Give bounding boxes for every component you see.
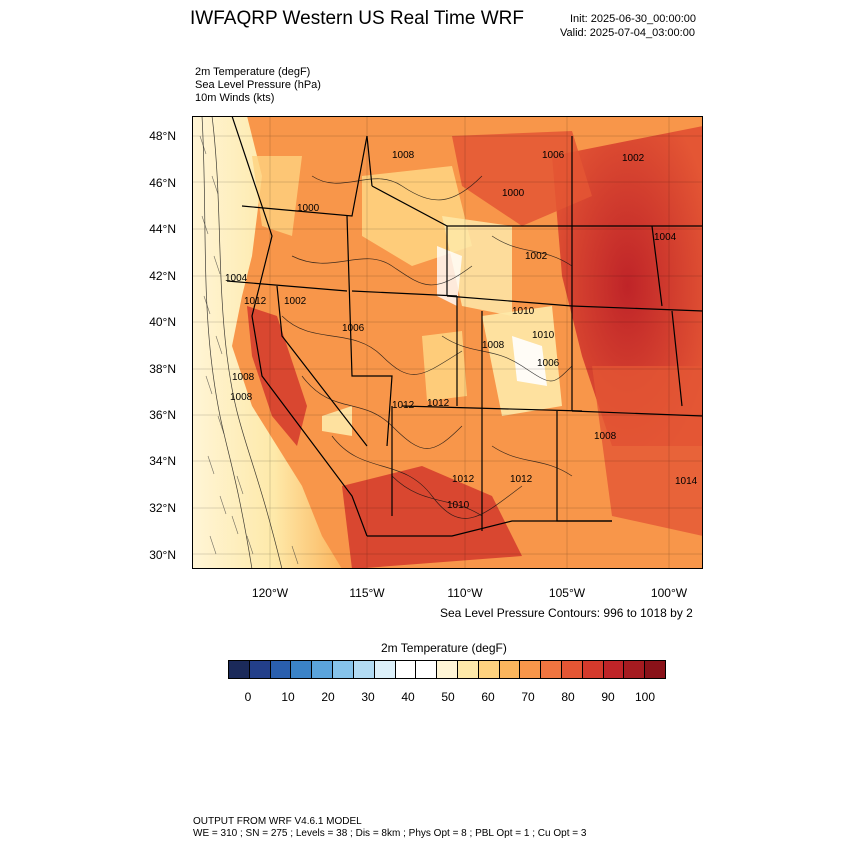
init-time: Init: 2025-06-30_00:00:00	[570, 13, 696, 25]
colorbar-swatch	[477, 661, 499, 678]
lat-label: 42°N	[149, 269, 176, 283]
colorbar-swatch	[519, 661, 541, 678]
lat-label: 40°N	[149, 315, 176, 329]
colorbar-label: 100	[634, 690, 656, 704]
isobar-label: 1012	[427, 398, 450, 409]
colorbar-swatch	[561, 661, 582, 678]
colorbar-swatch	[352, 661, 374, 678]
colorbar-label: 10	[281, 690, 295, 704]
lon-label: 115°W	[349, 586, 385, 600]
colorbar-label: 70	[521, 690, 535, 704]
isobar-label: 1008	[392, 150, 415, 161]
footer-model: OUTPUT FROM WRF V4.6.1 MODEL	[193, 816, 362, 827]
lat-label: 46°N	[149, 176, 176, 190]
contour-note: Sea Level Pressure Contours: 996 to 1018…	[440, 606, 693, 620]
colorbar-swatch	[332, 661, 353, 678]
isobar-label: 1010	[512, 306, 535, 317]
isobar-label: 1008	[594, 431, 617, 442]
footer-config: WE = 310 ; SN = 275 ; Levels = 38 ; Dis …	[193, 828, 587, 839]
temperature-map: 1008 1006 1002 1000 1000 1004 1002 1004 …	[192, 116, 703, 569]
isobar-label: 1004	[225, 273, 248, 284]
isobar-label: 1002	[525, 251, 548, 262]
colorbar-label: 20	[321, 690, 335, 704]
lat-label: 44°N	[149, 222, 176, 236]
colorbar-swatch	[540, 661, 561, 678]
isobar-label: 1012	[244, 296, 267, 307]
isobar-label: 1004	[654, 232, 677, 243]
colorbar-swatch	[644, 661, 666, 678]
isobar-label: 1010	[447, 500, 470, 511]
colorbar-label: 80	[561, 690, 575, 704]
colorbar-swatch	[602, 661, 624, 678]
texas-warm-area	[592, 366, 703, 536]
lon-label: 105°W	[548, 586, 586, 600]
isobar-label: 1006	[342, 323, 365, 334]
lat-label: 32°N	[149, 501, 176, 515]
lat-label: 34°N	[149, 454, 176, 468]
isobar-label: 1002	[284, 296, 307, 307]
field-pressure: Sea Level Pressure (hPa)	[195, 79, 321, 91]
sierra-cool	[322, 406, 352, 436]
wyoming-mountain-cool	[442, 216, 512, 316]
colorbar-swatch	[311, 661, 333, 678]
isobar-label: 1014	[675, 476, 698, 487]
colorbar-label: 50	[441, 690, 455, 704]
field-winds: 10m Winds (kts)	[195, 92, 275, 104]
map-title: IWFAQRP Western US Real Time WRF	[190, 8, 524, 29]
lat-label: 36°N	[149, 408, 176, 422]
colorbar-swatch	[394, 661, 416, 678]
isobar-label: 1012	[392, 400, 415, 411]
colorbar-title: 2m Temperature (degF)	[381, 641, 507, 655]
colorbar-swatch	[581, 661, 603, 678]
utah-plateau	[422, 331, 467, 401]
montana-warm-area	[452, 131, 592, 226]
colorado-peaks-white	[512, 336, 547, 386]
lon-label: 110°W	[447, 586, 483, 600]
coastline	[231, 116, 368, 537]
lat-label: 30°N	[149, 548, 176, 562]
colorbar-swatch	[373, 661, 395, 678]
map-frame	[192, 116, 703, 569]
lat-label: 48°N	[149, 129, 176, 143]
isobar-label: 1010	[532, 330, 555, 341]
colorbar-swatch	[290, 661, 312, 678]
colorbar-label: 40	[401, 690, 415, 704]
colorbar-swatch	[456, 661, 478, 678]
isobar-label: 1008	[232, 372, 255, 383]
colorbar-label: 30	[361, 690, 375, 704]
colorbar-label: 90	[601, 690, 615, 704]
isobar-label: 1012	[510, 474, 533, 485]
colorbar-label: 0	[244, 690, 252, 704]
isobar-label: 1008	[230, 392, 253, 403]
wind-river-peaks-white	[437, 246, 462, 306]
idaho-mountain-cool	[362, 166, 472, 266]
isobar-label: 1000	[297, 203, 320, 214]
colorbar-swatch	[498, 661, 520, 678]
colorbar-swatch	[248, 661, 270, 678]
isobar-label: 1006	[542, 150, 565, 161]
lon-label: 100°W	[650, 586, 688, 600]
isobar-label: 1002	[622, 153, 645, 164]
colorbar-swatch	[436, 661, 457, 678]
isobar-label: 1008	[482, 340, 505, 351]
field-temperature: 2m Temperature (degF)	[195, 66, 311, 78]
cascades-cool	[252, 156, 302, 236]
isobar-label: 1000	[502, 188, 525, 199]
lat-label: 38°N	[149, 362, 176, 376]
sonoran-hot-area	[342, 466, 522, 569]
isobar-label: 1006	[537, 358, 560, 369]
field-list: 2m Temperature (degF) Sea Level Pressure…	[195, 66, 321, 105]
colorbar-label: 60	[481, 690, 495, 704]
colorbar	[228, 660, 666, 679]
central-valley-hot	[247, 306, 307, 446]
colorbar-swatch	[415, 661, 437, 678]
isobar-label: 1012	[452, 474, 475, 485]
colorbar-swatch	[623, 661, 645, 678]
lon-label: 120°W	[251, 586, 289, 600]
valid-time: Valid: 2025-07-04_03:00:00	[560, 27, 695, 39]
colorbar-swatch	[269, 661, 291, 678]
colorbar-swatch	[229, 661, 249, 678]
